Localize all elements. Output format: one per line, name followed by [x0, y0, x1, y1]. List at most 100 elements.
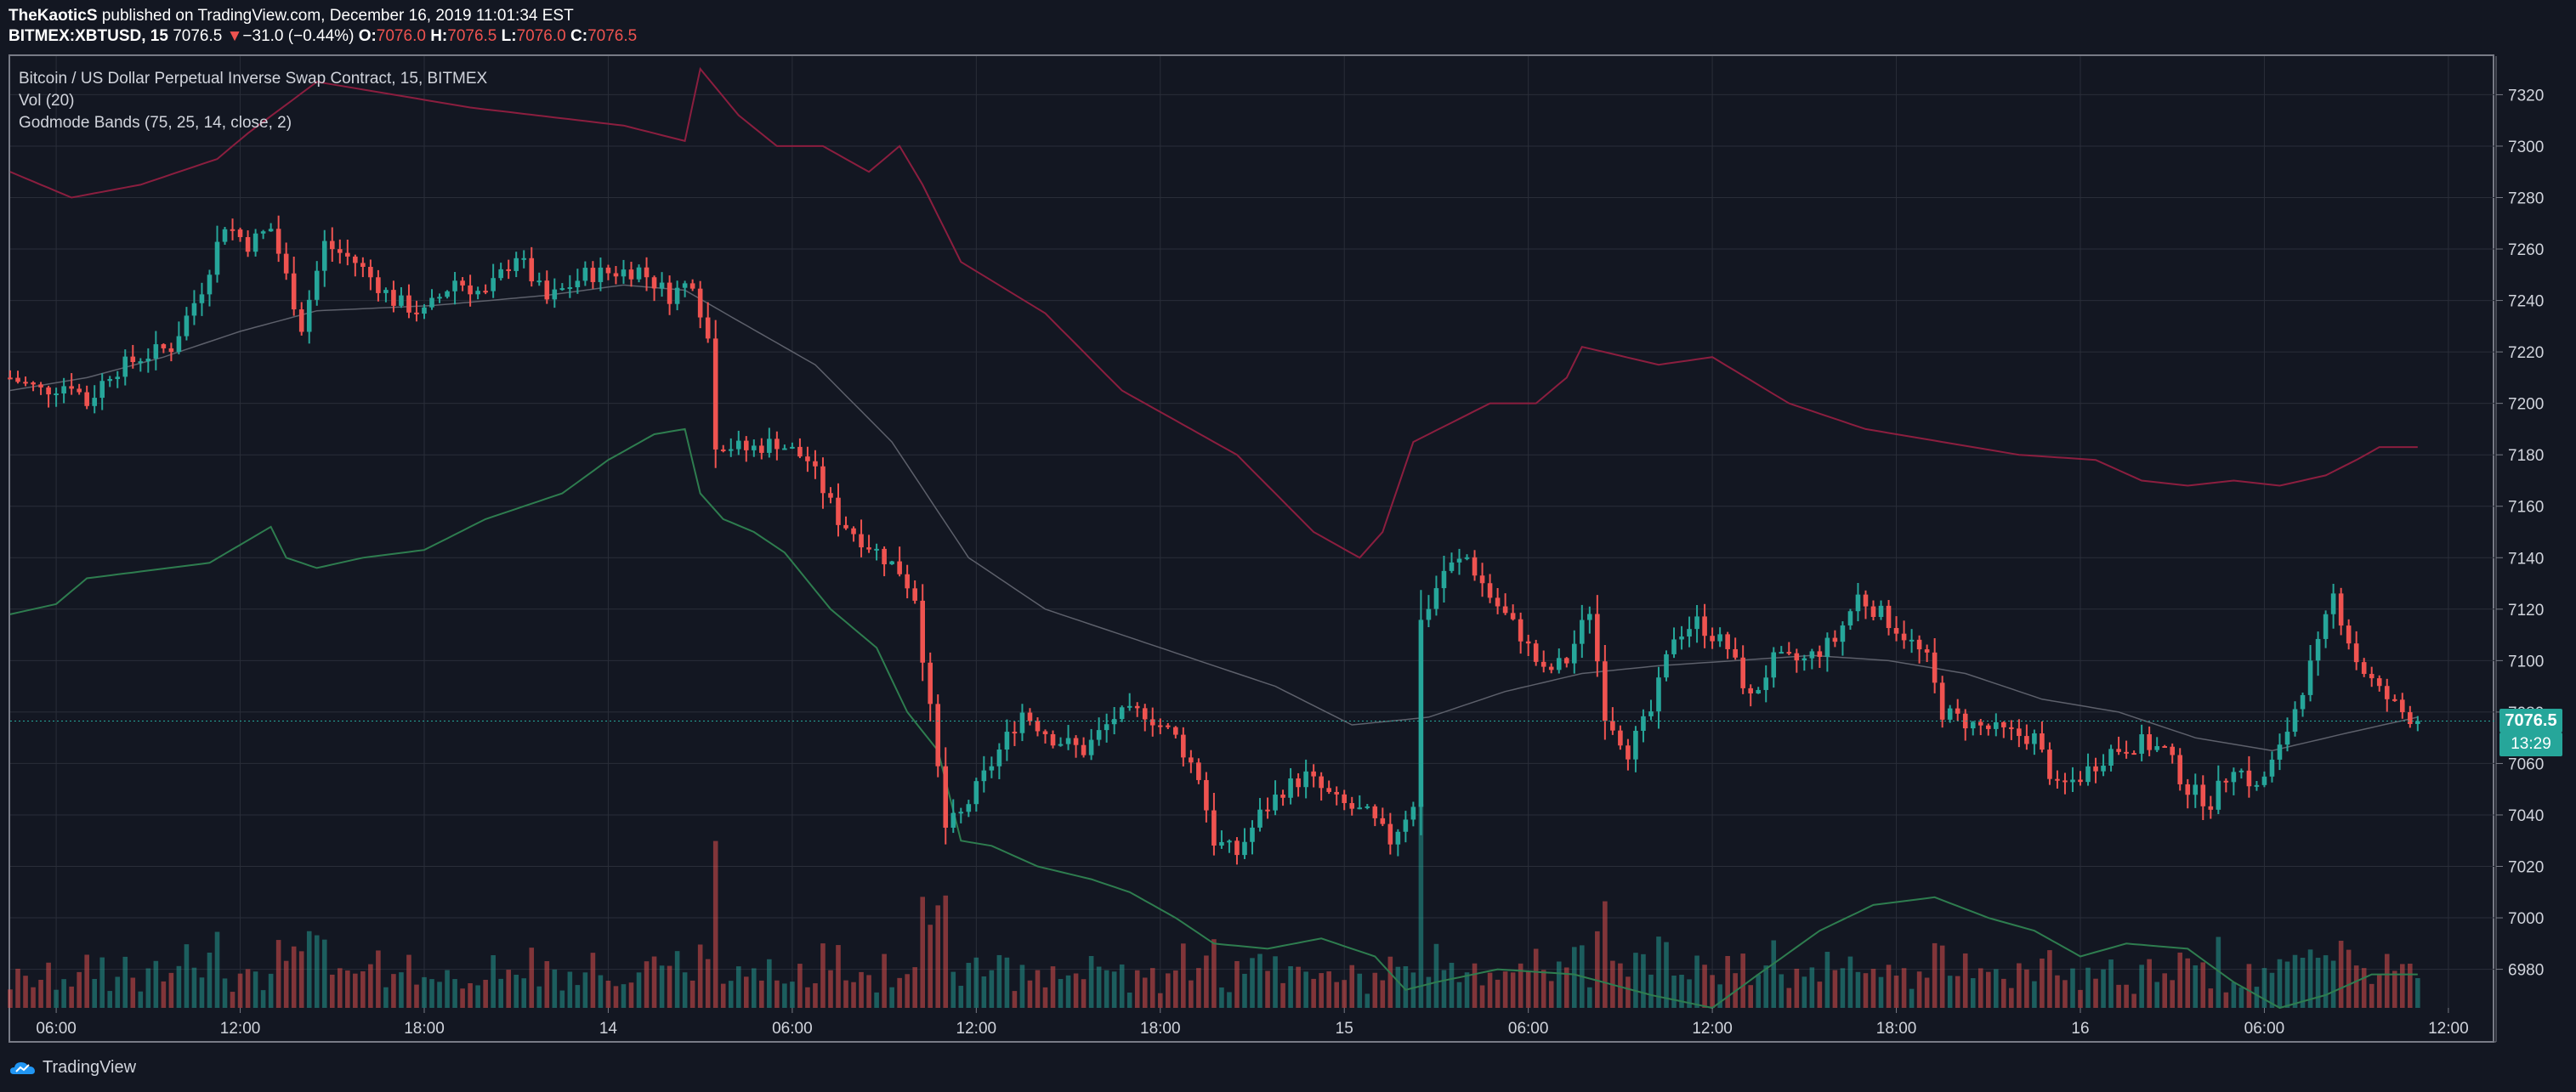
author-name[interactable]: TheKaoticS	[9, 7, 98, 25]
volume-bar	[712, 840, 718, 1008]
volume-bar	[1196, 968, 1201, 1008]
chart-legend: Bitcoin / US Dollar Perpetual Inverse Sw…	[19, 68, 487, 134]
volume-bar	[667, 965, 672, 1008]
time-axis[interactable]: 06:00 12:00 18:00 14 06:00 12:00 18:00 15 06:00 1…	[10, 1008, 2496, 1043]
volume-bar	[1204, 955, 1209, 1008]
candle-body	[115, 376, 121, 380]
candle-body	[153, 344, 159, 359]
volume-bar	[1786, 987, 1792, 1008]
volume-bar	[1947, 976, 1953, 1008]
volume-bar	[2177, 952, 2183, 1008]
volume-bar	[31, 987, 36, 1008]
candle-body	[2124, 751, 2129, 754]
candle-body	[889, 561, 894, 565]
volume-bar	[1939, 945, 1945, 1008]
candle-body	[1387, 823, 1393, 845]
volume-bar	[2323, 955, 2329, 1008]
volume-bar	[1587, 987, 1592, 1008]
volume-bar	[1487, 972, 1493, 1008]
candle-body	[2108, 749, 2114, 766]
candle-body	[782, 448, 787, 450]
volume-bar	[1296, 966, 1301, 1008]
volume-bar	[973, 957, 979, 1008]
candle-body	[406, 295, 411, 313]
candle-body	[851, 528, 856, 535]
time-tick-label: 15	[1336, 1020, 1353, 1038]
volume-bar	[2063, 980, 2068, 1008]
candle-body	[697, 288, 703, 318]
volume-bar	[437, 982, 442, 1008]
candle-body	[1809, 651, 1815, 659]
footer-brand: TradingView	[43, 1058, 137, 1077]
volume-bar	[145, 968, 151, 1008]
candle-body	[2139, 734, 2144, 754]
volume-bar	[720, 983, 726, 1008]
candle-body	[1786, 652, 1792, 654]
volume-bar	[452, 979, 457, 1008]
candle-body	[720, 449, 726, 451]
candle-body	[813, 461, 818, 467]
candle-body	[1870, 606, 1876, 617]
candlesticks[interactable]	[8, 215, 2420, 865]
volume-bar	[1065, 975, 1071, 1008]
volume-bar	[2408, 963, 2413, 1008]
volume-bar	[414, 984, 419, 1008]
volume-bar	[752, 968, 757, 1008]
candle-body	[674, 287, 680, 304]
candle-body	[168, 348, 174, 353]
volume-bar	[176, 965, 182, 1008]
candle-body	[1932, 652, 1938, 683]
candle-body	[1303, 771, 1308, 788]
candle-body	[1626, 745, 1631, 760]
candle-body	[1702, 616, 1707, 637]
time-tick-label: 18:00	[404, 1020, 445, 1038]
volume-bar	[2392, 970, 2397, 1008]
candle-body	[2231, 772, 2237, 783]
volume-bar	[2284, 961, 2290, 1008]
price-axis[interactable]: 7320 7300 7280 7260 7240 7220 7200 7180 7160 7140…	[2495, 56, 2544, 1042]
candle-body	[1603, 661, 1608, 721]
volume-bar	[2131, 993, 2136, 1008]
candle-body	[2101, 765, 2106, 772]
candle-body	[1380, 818, 1386, 824]
upper-band-line	[9, 66, 2418, 559]
candle-body	[1533, 643, 1539, 662]
volume-bar	[689, 980, 695, 1008]
volume-bar	[1058, 979, 1064, 1008]
volume-bar	[950, 971, 956, 1008]
candle-body	[145, 359, 151, 362]
candle-body	[1748, 687, 1753, 693]
candle-body	[1863, 594, 1869, 607]
candle-body	[1694, 616, 1699, 630]
candle-body	[452, 280, 457, 291]
candle-body	[1595, 614, 1600, 662]
candle-body	[191, 303, 197, 316]
candle-body	[1633, 730, 1638, 760]
candle-body	[353, 256, 358, 263]
volume-bar	[2292, 954, 2298, 1008]
time-tick-label: 12:00	[220, 1020, 261, 1038]
volume-bar	[429, 979, 434, 1008]
volume-bar	[383, 987, 389, 1008]
volume-bar	[851, 982, 856, 1008]
volume-bar	[836, 945, 841, 1008]
volume-bar	[1548, 981, 1554, 1008]
candle-body	[2185, 784, 2191, 795]
volume-bar	[237, 973, 243, 1008]
candle-body	[2162, 746, 2167, 749]
volume-bar	[153, 960, 159, 1008]
candle-body	[1456, 558, 1462, 563]
legend-title[interactable]: Bitcoin / US Dollar Perpetual Inverse Sw…	[19, 70, 488, 88]
candle-body	[1211, 810, 1217, 846]
volume-bar	[513, 975, 519, 1008]
candle-body	[92, 398, 97, 406]
legend-bands[interactable]: Godmode Bands (75, 25, 14, close, 2)	[19, 114, 292, 132]
candle-body	[268, 229, 274, 232]
candle-body	[659, 282, 665, 289]
legend-volume[interactable]: Vol (20)	[19, 92, 75, 110]
tradingview-logo[interactable]: TradingView	[10, 1058, 136, 1078]
volume-bar	[268, 973, 274, 1008]
volume-bar	[1740, 953, 1745, 1008]
price-tick-label: 7240	[2508, 293, 2544, 311]
